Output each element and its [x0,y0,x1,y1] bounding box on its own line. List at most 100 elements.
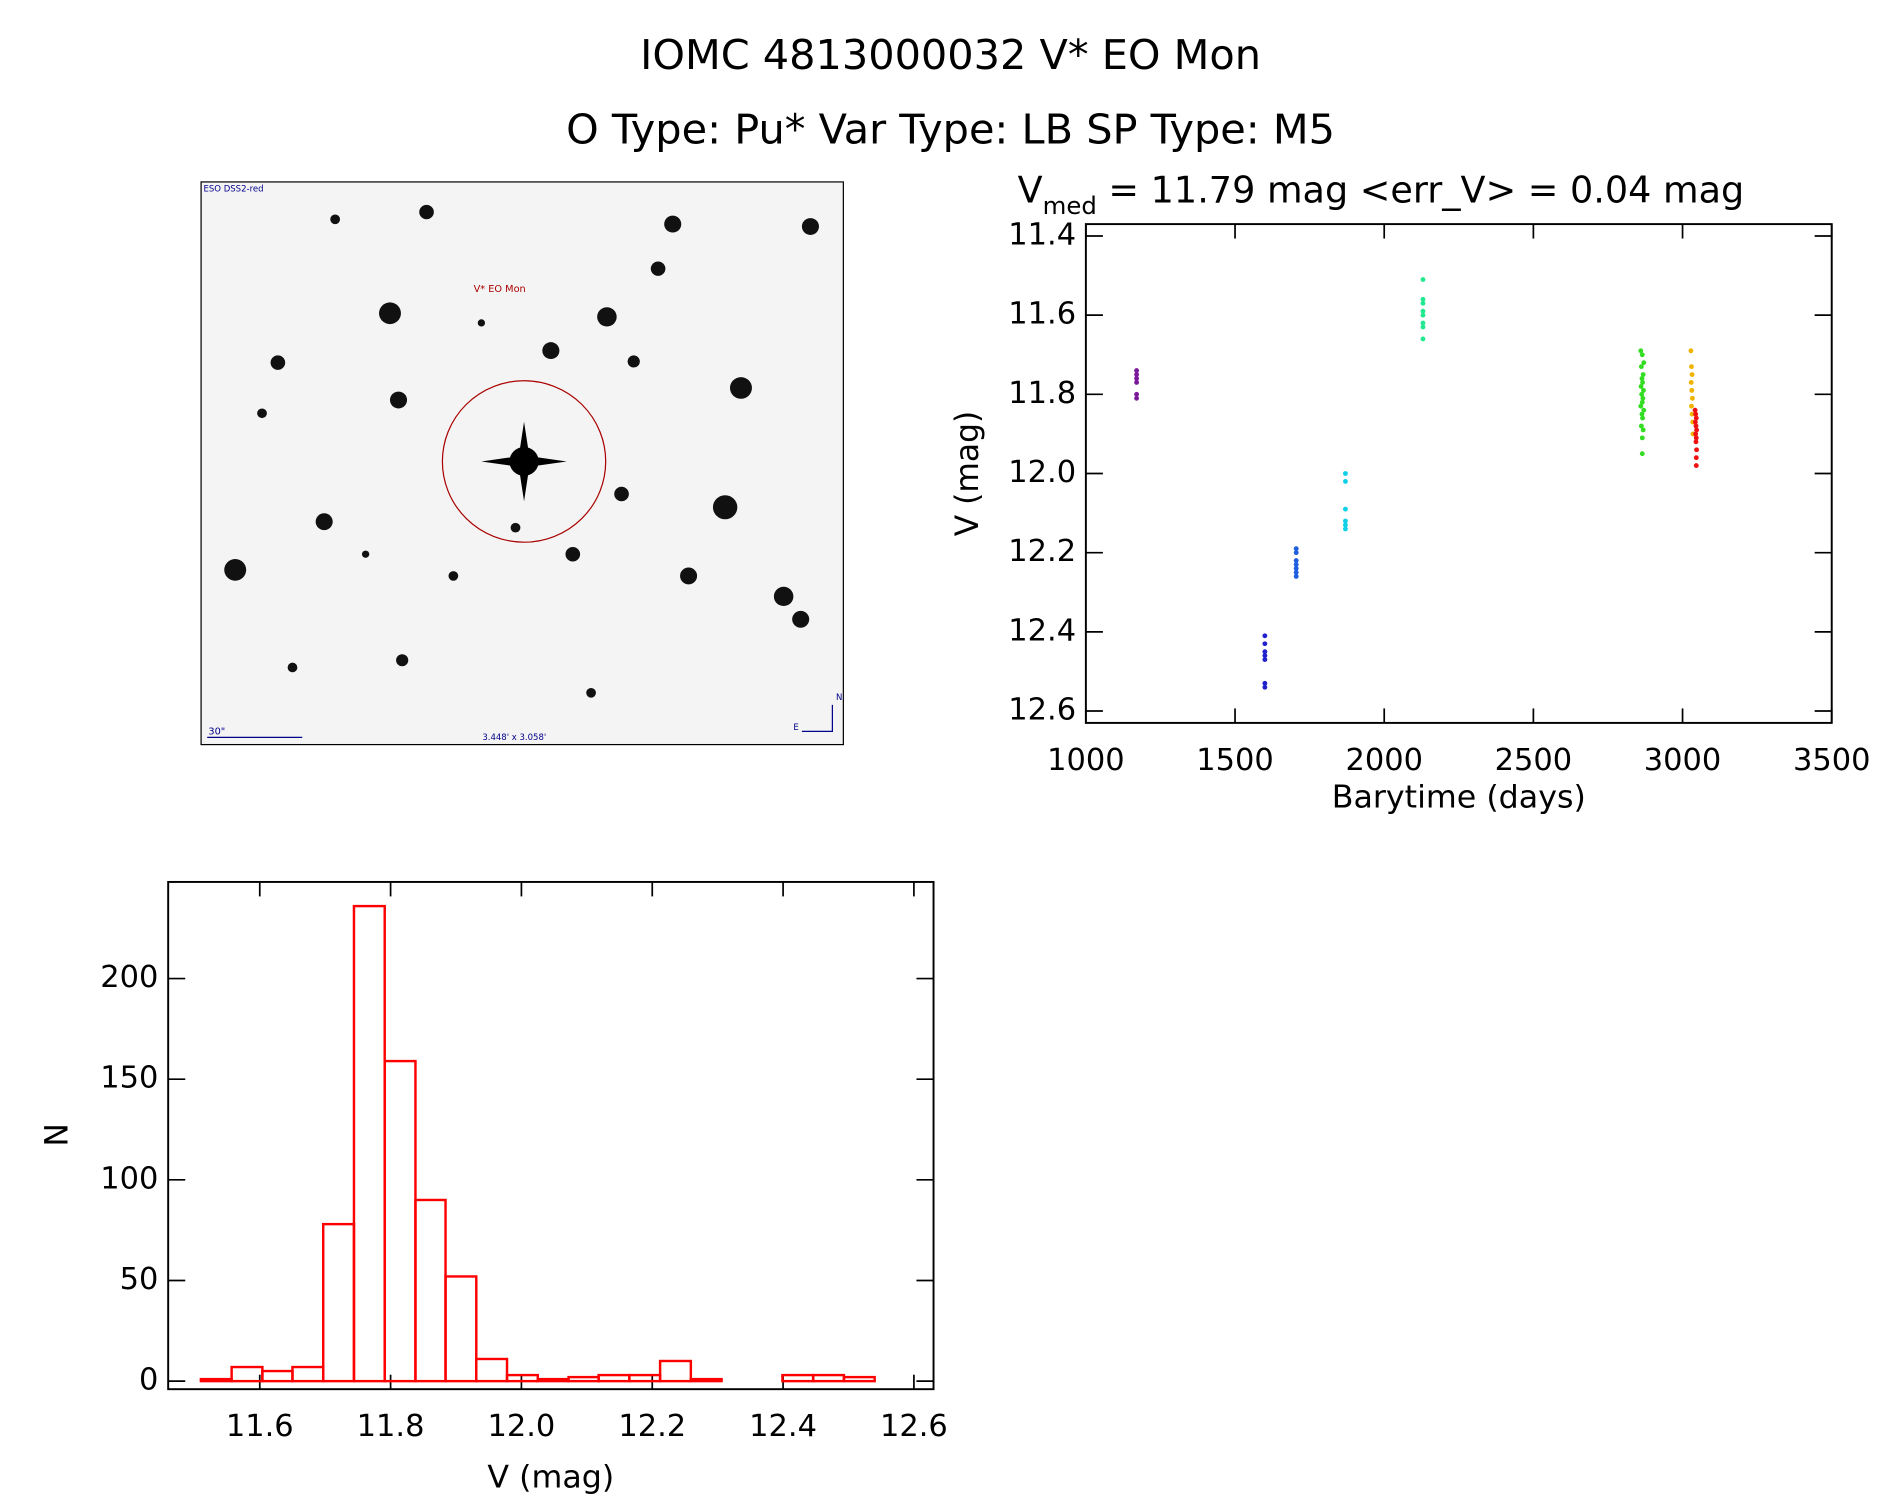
y-tick-label: 12.4 [1008,613,1076,648]
data-point [1689,387,1695,393]
data-point [1342,518,1348,524]
data-point [1134,380,1140,385]
data-point [1262,649,1268,655]
target-star [441,380,607,543]
survey-label: ESO DSS2-red [204,184,264,194]
x-tick-label: 12.0 [488,1409,556,1444]
histogram-bar [505,1373,539,1383]
data-point [1689,364,1694,370]
x-tick-label: 11.8 [357,1409,425,1444]
x-tick-label: 12.4 [749,1409,817,1444]
data-point [1342,471,1348,476]
data-point [1420,296,1426,302]
data-point [1134,391,1140,397]
scale-label: 30" [208,726,225,737]
data-point [1694,427,1700,433]
histogram-bar [352,904,386,1383]
data-point [1342,522,1348,528]
x-axis-label: V (mag) [487,1459,614,1494]
histogram-bar [842,1375,876,1383]
data-point [1420,336,1426,342]
data-point [1693,463,1699,468]
data-point [1293,574,1299,579]
field-label: 3.448' x 3.058' [482,732,546,742]
data-point [1689,403,1694,409]
x-tick-label: 2500 [1495,743,1573,778]
data-point [1688,348,1694,354]
x-tick-label: 12.6 [880,1409,948,1444]
data-point [1639,352,1645,358]
x-tick-label: 1500 [1196,743,1274,778]
histogram-bar [567,1375,600,1383]
data-point [1689,395,1695,401]
y-axis-label: V (mag) [950,411,986,536]
data-point [1693,415,1699,421]
data-point [1293,558,1299,564]
y-tick-label: 12.2 [1008,534,1076,569]
data-point [1420,312,1426,318]
data-point [1293,546,1299,552]
x-tick-label: 3500 [1793,743,1871,778]
data-point [1293,550,1299,556]
y-tick-label: 0 [139,1363,158,1398]
data-point [1692,419,1698,425]
x-axis-label: Barytime (days) [1332,780,1586,816]
data-point [1688,380,1694,385]
y-tick-label: 12.0 [1008,455,1076,490]
data-point [1639,391,1645,397]
x-tick-label: 1000 [1047,743,1125,778]
data-point [1134,395,1140,401]
data-point [1693,431,1699,437]
y-axis-label: N [39,1123,75,1146]
histogram-bar [291,1365,325,1383]
data-point [1689,372,1695,377]
data-point [1639,451,1645,457]
data-point [1420,300,1426,306]
data-point [1342,506,1348,512]
y-tick-label: 50 [120,1262,159,1297]
north-label: N [836,692,842,702]
data-point [1134,372,1140,377]
data-point [1640,380,1646,385]
histogram-bar [811,1373,846,1383]
title: IOMC 4813000032 V* EO Mon [640,31,1261,79]
data-point [1641,387,1646,393]
y-tick-label: 12.6 [1008,693,1076,728]
data-point [1134,376,1140,381]
histogram-bar [597,1373,631,1383]
data-point [1293,562,1299,567]
data-point [1262,641,1268,647]
histogram-bar [475,1357,509,1383]
histogram-bar [658,1359,693,1383]
y-tick-label: 150 [100,1061,158,1096]
data-point [1639,435,1645,441]
data-point [1693,423,1699,429]
east-label: E [793,722,798,732]
y-tick-label: 11.4 [1008,218,1076,253]
scatter-title: Vmed = 11.79 mag <err_V> = 0.04 mag [1018,169,1745,220]
data-point [1694,447,1700,453]
data-point [1639,411,1645,417]
data-point [1262,657,1268,662]
data-point [1641,360,1647,366]
histogram-bar [383,1059,417,1383]
data-point [1420,308,1426,314]
y-tick-label: 11.6 [1008,297,1076,332]
histogram-bar [536,1377,570,1383]
histogram-bar [689,1377,723,1383]
data-point [1639,376,1645,381]
histogram-bar [781,1373,815,1383]
data-point [1262,680,1268,686]
data-point [1640,415,1646,421]
data-point [1640,427,1646,433]
data-point [1641,407,1647,413]
histogram-bar [261,1369,294,1383]
data-point [1639,399,1645,405]
data-point [1640,395,1646,401]
data-point [1638,423,1644,429]
plot-frame [167,880,935,1391]
data-point [1134,368,1140,373]
x-tick-label: 11.6 [226,1409,294,1444]
